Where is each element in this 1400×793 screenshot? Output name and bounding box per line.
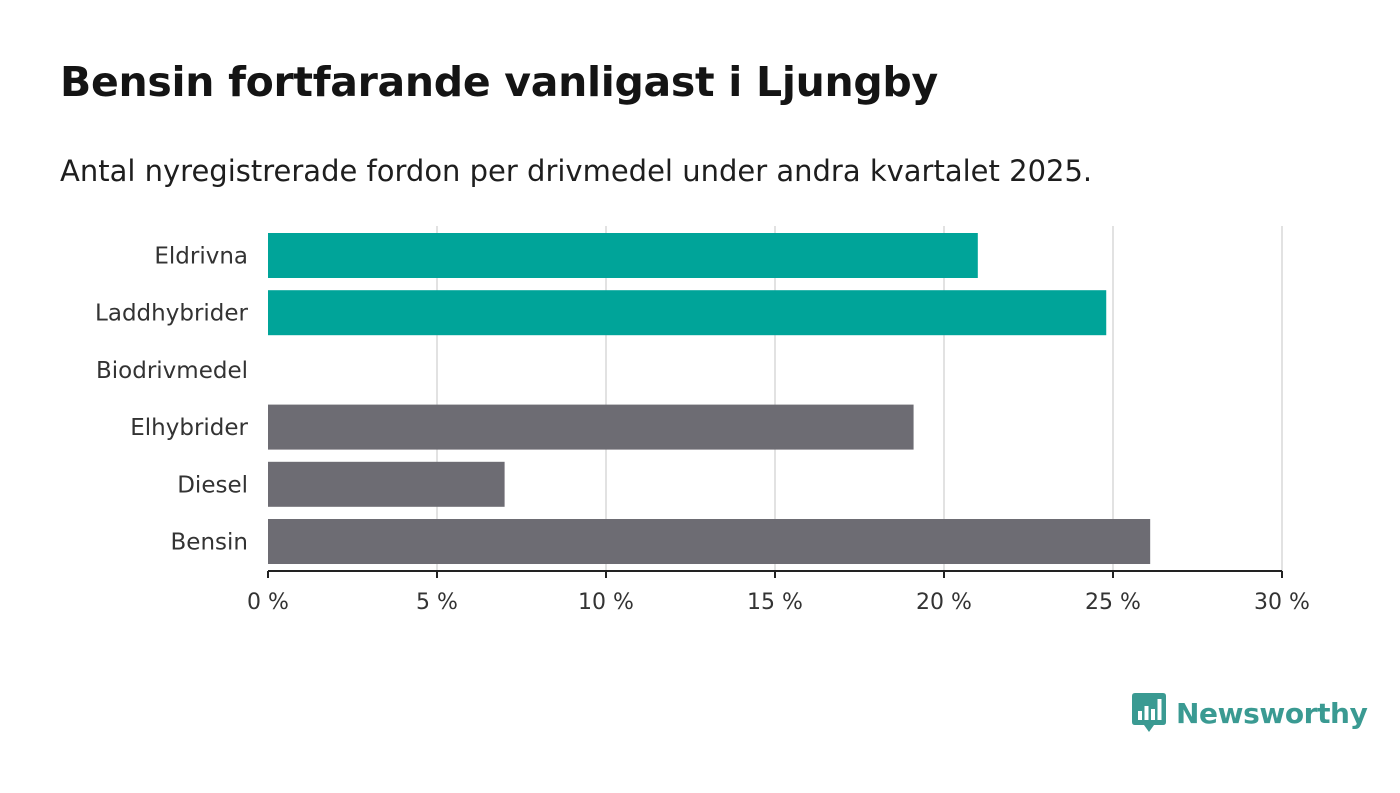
- category-label: Eldrivna: [154, 244, 248, 270]
- category-label: Bensin: [171, 530, 248, 556]
- category-labels: Eldrivna Laddhybrider Biodrivmedel Elhybrid…: [95, 244, 248, 556]
- x-tick-label: 5 %: [416, 590, 458, 615]
- bar-chart: Eldrivna Laddhybrider Biodrivmedel Elhybrid…: [95, 226, 1310, 615]
- bar-eldrivna: [268, 233, 978, 278]
- bar-elhybrider: [268, 404, 914, 450]
- x-tick-label: 30 %: [1254, 590, 1310, 615]
- gridlines: [436, 226, 1283, 571]
- category-label: Biodrivmedel: [96, 358, 248, 384]
- category-label: Diesel: [177, 472, 248, 498]
- x-tick-label: 25 %: [1085, 590, 1141, 615]
- x-axis: 0 % 5 % 10 % 15 % 20 % 25 % 30 %: [247, 570, 1310, 615]
- category-label: Elhybrider: [130, 415, 248, 441]
- newsworthy-logo-icon: [1132, 693, 1166, 732]
- bar-laddhybrider: [268, 290, 1107, 336]
- chart-title: Bensin fortfarande vanligast i Ljungby: [60, 58, 938, 106]
- bar-diesel: [268, 461, 505, 507]
- x-tick-label: 20 %: [916, 590, 972, 615]
- category-label: Laddhybrider: [95, 301, 248, 327]
- x-tick-label: 0 %: [247, 590, 289, 615]
- brand-name: Newsworthy: [1176, 696, 1368, 730]
- x-tick-label: 15 %: [747, 590, 803, 615]
- bars: [268, 233, 1151, 564]
- chart-subtitle: Antal nyregistrerade fordon per drivmede…: [60, 154, 1093, 188]
- x-tick-label: 10 %: [578, 590, 634, 615]
- newsworthy-logo: Newsworthy: [1132, 693, 1368, 733]
- bar-bensin: [268, 519, 1151, 564]
